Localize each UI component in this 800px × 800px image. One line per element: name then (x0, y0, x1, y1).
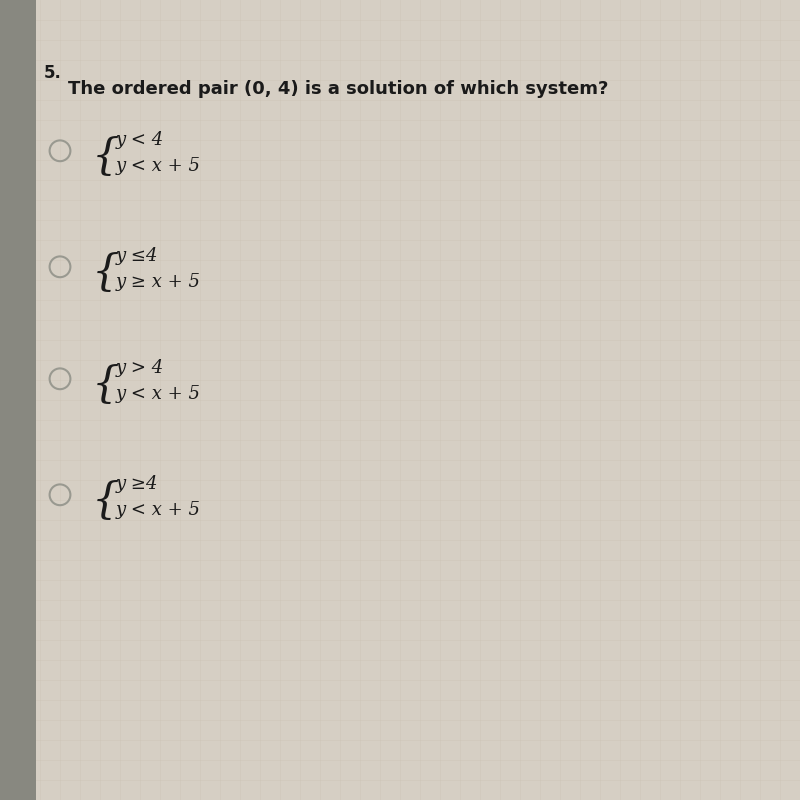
Text: y < x + 5: y < x + 5 (116, 386, 201, 403)
Text: y ≥4: y ≥4 (116, 475, 158, 493)
Text: {: { (92, 365, 120, 406)
Text: y < 4: y < 4 (116, 130, 164, 149)
Text: {: { (92, 136, 120, 178)
Text: {: { (92, 480, 120, 522)
Text: y ≤4: y ≤4 (116, 246, 158, 265)
Text: y ≥ x + 5: y ≥ x + 5 (116, 274, 201, 291)
Text: y < x + 5: y < x + 5 (116, 157, 201, 175)
Text: {: { (92, 253, 120, 294)
FancyBboxPatch shape (0, 0, 36, 800)
Text: y > 4: y > 4 (116, 358, 164, 377)
Text: y < x + 5: y < x + 5 (116, 501, 201, 519)
Text: 5.: 5. (44, 64, 62, 82)
Text: The ordered pair (0, 4) is a solution of which system?: The ordered pair (0, 4) is a solution of… (68, 80, 608, 98)
